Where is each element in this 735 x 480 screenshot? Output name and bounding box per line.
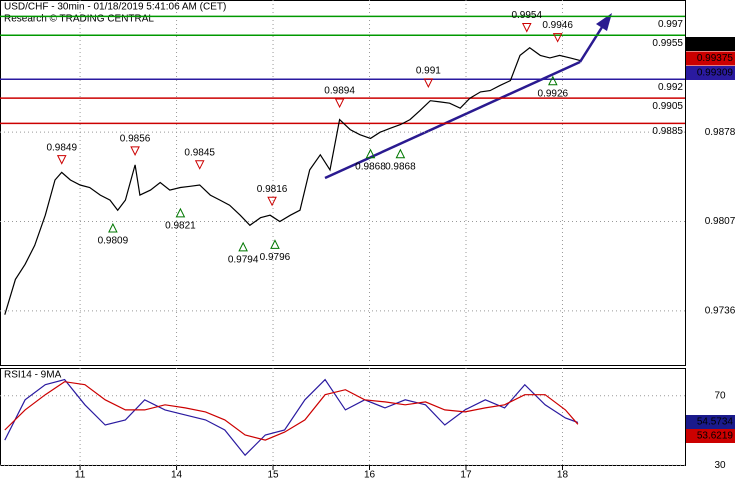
price-tag [686, 66, 735, 80]
price-tag [686, 415, 735, 429]
x-tick-label: 14 [171, 470, 183, 480]
price-tag [686, 429, 735, 443]
price-tag [686, 51, 735, 66]
low-marker [108, 222, 118, 233]
price-tag-label: 0.99309 [697, 68, 734, 79]
high-marker [194, 160, 205, 170]
chart-title: USD/CHF - 30min - 01/18/2019 5:41:06 AM … [4, 2, 226, 13]
price-line [4, 47, 580, 315]
high-label: 0.9954 [511, 10, 542, 21]
high-label: 0.9849 [46, 142, 77, 153]
main-panel [0, 0, 686, 366]
price-line [4, 381, 579, 441]
price-tag-label: 53.6219 [697, 431, 734, 442]
y-tick-label: 0.9878 [705, 127, 735, 138]
price-tag-label: 0.99383 [697, 39, 734, 50]
high-marker [521, 23, 532, 33]
x-tick-label: 18 [557, 470, 569, 480]
low-marker [395, 148, 406, 159]
high-label: 0.9946 [542, 20, 573, 31]
low-label: 0.9796 [260, 252, 291, 263]
high-marker [552, 33, 563, 43]
x-tick-label: 17 [460, 470, 472, 480]
level-label: 0.997 [658, 19, 683, 30]
low-label: 0.9809 [98, 236, 129, 247]
arrow-head [596, 13, 612, 31]
price-tag-label: 54.5734 [697, 417, 734, 428]
x-tick-label: 15 [267, 470, 279, 480]
level-label: 0.992 [658, 82, 683, 93]
price-line [4, 378, 579, 457]
low-marker [238, 241, 248, 252]
y-tick-label: 70 [714, 390, 726, 401]
high-label: 0.9856 [120, 133, 151, 144]
y-tick-label: 0.9807 [705, 216, 735, 227]
high-label: 0.991 [416, 66, 441, 77]
y-tick-label: 0.9736 [705, 306, 735, 317]
low-marker [548, 75, 558, 86]
chart-subtitle: Research © TRADING CENTRAL [4, 14, 154, 25]
high-marker [423, 78, 434, 88]
low-label: 0.9926 [538, 88, 569, 99]
level-label: 0.9885 [652, 126, 683, 137]
high-label: 0.9894 [324, 86, 355, 97]
rsi-panel [0, 368, 686, 466]
low-label: 0.9868 [355, 161, 386, 172]
low-label: 0.9868 [385, 161, 416, 172]
low-label: 0.9821 [165, 221, 196, 232]
high-label: 0.9845 [184, 147, 215, 158]
trend-line [324, 60, 581, 180]
low-label: 0.9794 [228, 255, 259, 266]
high-marker [267, 196, 277, 207]
level-label: 0.9905 [652, 101, 683, 112]
price-tag-label: 0.99375 [697, 53, 734, 64]
level-label: 0.9955 [652, 38, 683, 49]
y-tick-label: 30 [714, 460, 726, 471]
high-marker [130, 146, 140, 156]
high-marker [56, 155, 67, 165]
price-tag [686, 37, 735, 51]
rsi-title: RSI14 - 9MA [4, 370, 62, 381]
low-marker [270, 239, 280, 249]
trend-arrow [578, 23, 606, 63]
x-tick-label: 16 [364, 470, 376, 480]
high-marker [334, 98, 345, 109]
low-marker [175, 207, 186, 218]
x-tick-label: 11 [75, 470, 86, 480]
high-label: 0.9816 [257, 184, 288, 195]
low-marker [365, 148, 376, 159]
